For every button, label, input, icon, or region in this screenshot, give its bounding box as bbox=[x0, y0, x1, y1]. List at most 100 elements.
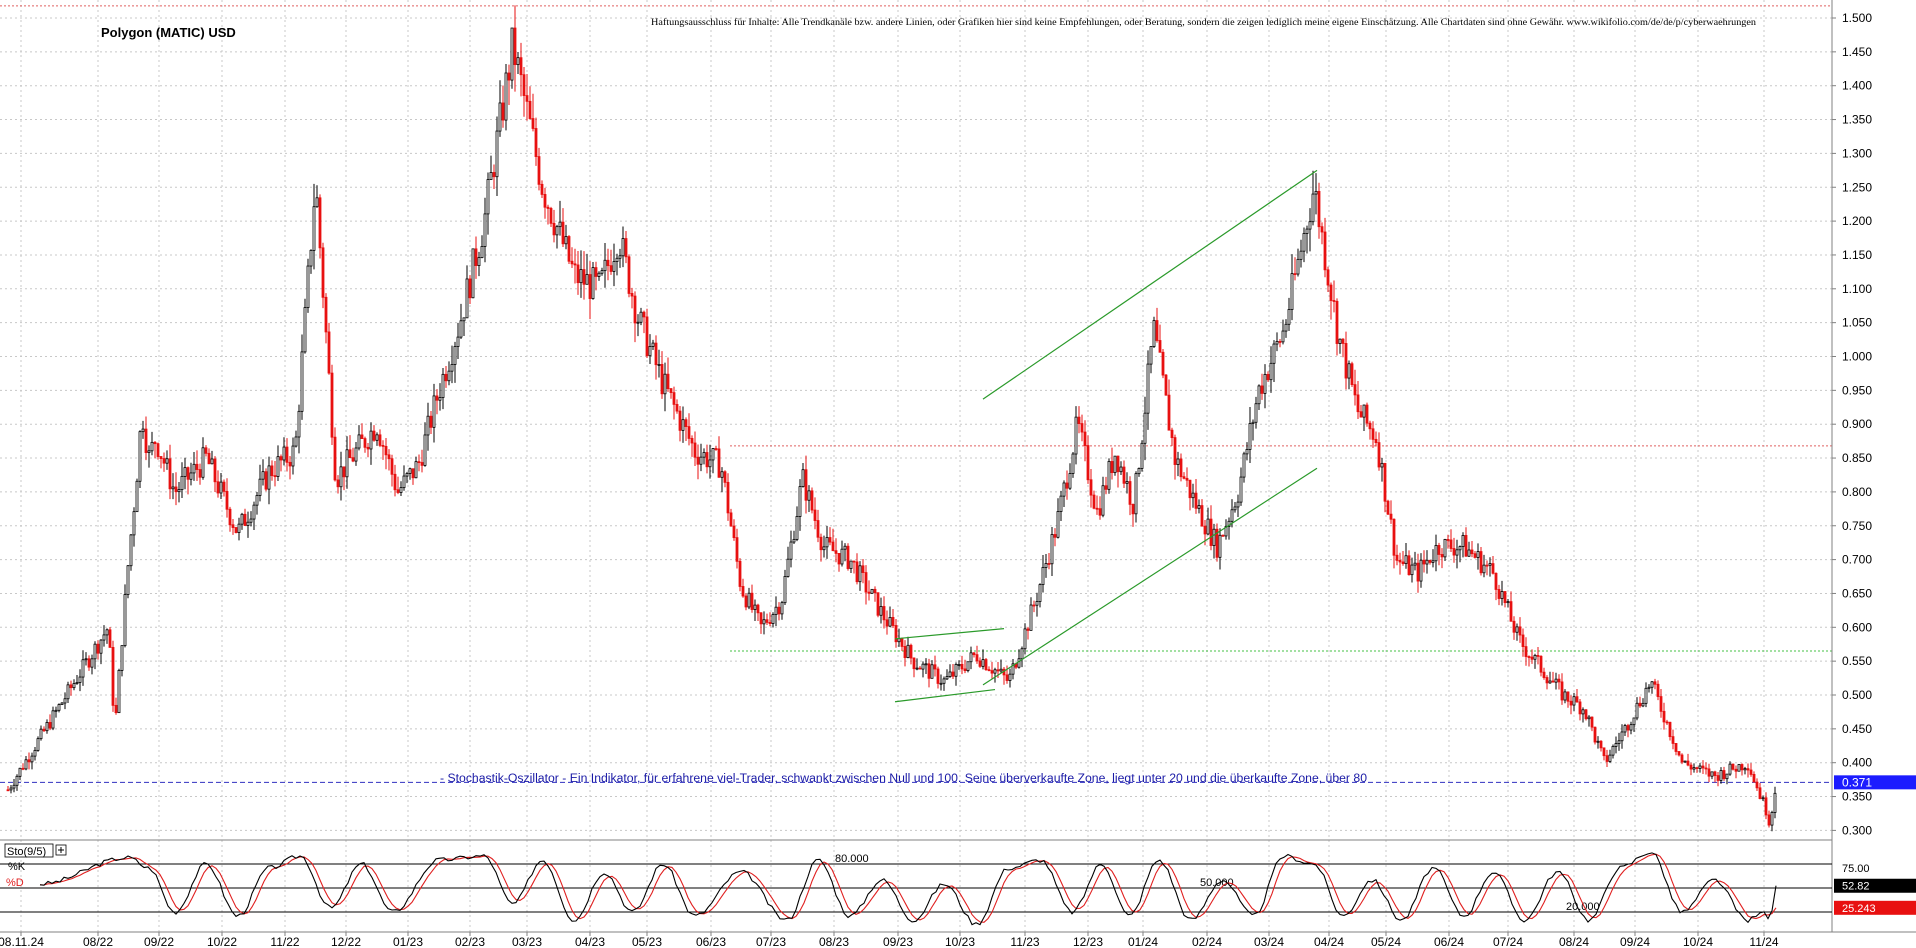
candle-body bbox=[1419, 559, 1423, 582]
candle-body bbox=[249, 518, 253, 523]
candle-body bbox=[1263, 373, 1267, 394]
candle-body bbox=[969, 652, 973, 663]
candle-body bbox=[1356, 394, 1360, 413]
candle-body bbox=[1518, 626, 1522, 636]
candle-body bbox=[981, 659, 985, 667]
candle-body bbox=[417, 461, 421, 464]
candle-body bbox=[993, 669, 997, 674]
candle-body bbox=[1230, 509, 1234, 522]
candle-body bbox=[1740, 764, 1744, 771]
candle-body bbox=[1176, 458, 1180, 465]
candle-body bbox=[840, 548, 844, 565]
candle-body bbox=[222, 481, 226, 492]
candle-body bbox=[1572, 696, 1576, 706]
last-d-marker bbox=[1834, 900, 1916, 915]
candle-body bbox=[414, 461, 418, 479]
candle-body bbox=[1467, 549, 1471, 557]
candle-body bbox=[1491, 563, 1495, 574]
candle-body bbox=[90, 658, 94, 668]
candle-body bbox=[702, 452, 706, 458]
candle-body bbox=[375, 434, 379, 441]
candle-body bbox=[144, 428, 148, 453]
candle-body bbox=[939, 682, 943, 685]
candle-body bbox=[963, 668, 967, 672]
candle-body bbox=[744, 595, 748, 608]
candle-body bbox=[666, 373, 670, 390]
candle-body bbox=[78, 676, 82, 683]
candle-body bbox=[879, 606, 883, 616]
candle-body bbox=[1224, 526, 1228, 537]
candle-body bbox=[1713, 771, 1717, 776]
candle-body bbox=[1737, 764, 1741, 772]
candle-body bbox=[459, 320, 463, 338]
candle-body bbox=[1650, 681, 1654, 688]
candle-body bbox=[660, 364, 664, 395]
candle-body bbox=[510, 27, 514, 81]
stochastic-annotation: - Stochastik-Oszillator - Ein Indikator,… bbox=[440, 773, 1367, 785]
candle-body bbox=[900, 638, 904, 647]
candle-body bbox=[468, 278, 472, 299]
candle-body bbox=[768, 622, 772, 624]
candle-body bbox=[261, 471, 265, 480]
candle-body bbox=[741, 586, 745, 597]
candle-body bbox=[621, 238, 625, 257]
candle-body bbox=[1605, 755, 1609, 762]
x-tick-label: 10/23 bbox=[945, 935, 975, 948]
candle-body bbox=[1302, 233, 1306, 252]
candle-body bbox=[1347, 363, 1351, 379]
candle-body bbox=[1425, 559, 1429, 565]
candle-body bbox=[1272, 343, 1276, 364]
candle-body bbox=[642, 311, 646, 318]
candle-body bbox=[1065, 482, 1069, 489]
candle-body bbox=[45, 722, 49, 732]
candle-body bbox=[1653, 681, 1657, 685]
candle-body bbox=[1584, 709, 1588, 720]
candle-body bbox=[1191, 492, 1195, 499]
candle-body bbox=[561, 221, 565, 245]
candle-body bbox=[240, 513, 244, 525]
candle-body bbox=[12, 784, 16, 789]
candle-body bbox=[1326, 269, 1330, 286]
candle-body bbox=[1137, 468, 1141, 475]
candle-body bbox=[33, 749, 37, 757]
candle-body bbox=[1059, 495, 1063, 512]
candle-body bbox=[276, 456, 280, 477]
candle-body bbox=[1695, 767, 1699, 770]
candle-body bbox=[501, 102, 505, 121]
candle-body bbox=[1293, 273, 1297, 276]
candle-body bbox=[1332, 300, 1336, 302]
candle-body bbox=[1590, 716, 1594, 728]
candle-body bbox=[339, 466, 343, 488]
candle-body bbox=[609, 265, 613, 272]
candle-body bbox=[1455, 549, 1459, 556]
candle-body bbox=[171, 486, 175, 490]
candle-body bbox=[858, 565, 862, 583]
candle-body bbox=[954, 664, 958, 677]
candle-body bbox=[1023, 628, 1027, 650]
last-price-marker bbox=[1834, 775, 1916, 790]
candle-body bbox=[1026, 628, 1030, 631]
stoch-k-line bbox=[39, 852, 1777, 926]
candle-body bbox=[357, 434, 361, 449]
candle-body bbox=[1164, 374, 1168, 396]
candle-body bbox=[141, 428, 145, 433]
candle-body bbox=[813, 509, 817, 521]
last-k-label: 52.82 bbox=[1842, 881, 1870, 893]
candle-body bbox=[546, 206, 550, 209]
candle-body bbox=[483, 213, 487, 247]
candle-body bbox=[1029, 604, 1033, 631]
candle-body bbox=[1353, 384, 1357, 396]
candle-body bbox=[312, 206, 316, 251]
x-tick-label: 08/24 bbox=[1559, 935, 1589, 948]
candle-body bbox=[567, 236, 571, 262]
candle-body bbox=[615, 257, 619, 262]
candle-body bbox=[525, 95, 529, 102]
candle-body bbox=[942, 678, 946, 684]
candle-body bbox=[1167, 394, 1171, 431]
candle-body bbox=[960, 663, 964, 670]
candle-body bbox=[1632, 717, 1636, 726]
candle-body bbox=[1287, 309, 1291, 325]
candle-body bbox=[1122, 466, 1126, 484]
candle-body bbox=[957, 663, 961, 666]
candle-body bbox=[390, 458, 394, 475]
